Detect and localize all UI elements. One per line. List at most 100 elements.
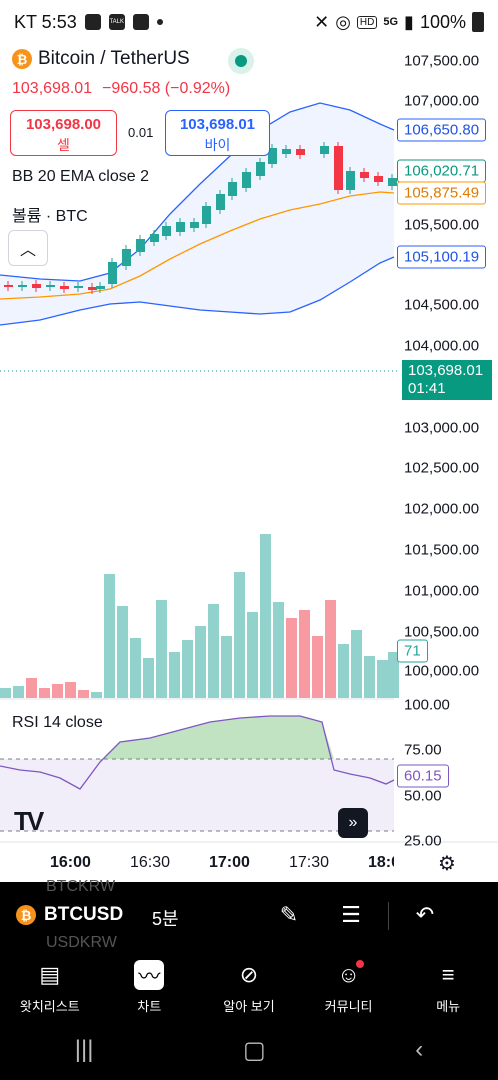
candle-body [162, 226, 171, 236]
candle-body [334, 146, 343, 190]
bottom-nav: ▤ 왓치리스트 〰 차트 ⊘ 알아 보기 ☺ 커뮤니티 ≡ 메뉴 [0, 950, 498, 1020]
chart-canvas[interactable] [0, 44, 498, 882]
candle-body [360, 172, 369, 178]
candle-body [60, 286, 69, 289]
candle-body [202, 206, 211, 224]
network-icon: 5G [383, 16, 399, 28]
indicator-settings-icon[interactable]: ☰ [341, 902, 361, 927]
price-change: −960.58 (−0.92%) [102, 80, 231, 97]
recent-apps-icon[interactable]: ||| [74, 1036, 94, 1063]
chart-area[interactable]: ₿ Bitcoin / TetherUS 103,698.01 −960.58 … [0, 44, 498, 882]
sell-button[interactable]: 103,698.00 셀 [10, 110, 117, 156]
talk-icon: TALK [108, 14, 125, 30]
volume-bar [286, 618, 297, 698]
price-tick: 101,500.00 [404, 541, 480, 559]
volume-bar [195, 626, 206, 698]
volume-bar [104, 574, 115, 698]
undo-icon[interactable]: ↶ [415, 902, 435, 927]
nav-community[interactable]: ☺ 커뮤니티 [299, 950, 399, 1020]
rsi-indicator-label[interactable]: RSI 14 close [12, 714, 103, 731]
chart-settings-gear-icon[interactable]: ⚙ [438, 852, 456, 875]
community-icon: ☺ [334, 960, 364, 990]
time-tick: 17:30 [289, 854, 330, 871]
bb-indicator-label[interactable]: BB 20 EMA close 2 [12, 168, 149, 185]
volume-bar [247, 612, 258, 698]
volume-bar [182, 640, 193, 698]
symbol-selector[interactable]: ₿ BTCUSD [16, 904, 123, 926]
volume-bar [351, 630, 362, 698]
current-price: 103,698.01 [408, 362, 484, 379]
drawing-pen-icon[interactable]: ✎ [279, 902, 299, 927]
candle-body [32, 284, 41, 288]
candle-body [374, 176, 383, 182]
hotspot-icon: ◎ [335, 11, 351, 32]
bb-band-fill [0, 103, 394, 325]
candle-body [228, 182, 237, 196]
last-close-tag: 106,020.71 [397, 159, 487, 183]
battery-icon [472, 12, 484, 32]
sell-label: 셀 [57, 137, 70, 153]
buy-button[interactable]: 103,698.01 바이 [165, 110, 270, 156]
price-tick: 107,000.00 [404, 92, 480, 110]
volume-bar [273, 602, 284, 698]
nav-watchlist[interactable]: ▤ 왓치리스트 [0, 950, 100, 1020]
candle-body [74, 286, 83, 288]
collapse-indicators-button[interactable]: ︿ [8, 230, 48, 266]
back-icon[interactable]: ‹ [415, 1036, 424, 1063]
candle-body [256, 162, 265, 176]
volume-bar [52, 684, 63, 698]
signal-icon: ▮ [404, 11, 414, 32]
price-tick: 100,000.00 [404, 662, 480, 680]
toolbar-divider [388, 902, 389, 930]
status-bar: KT 5:53 TALK ✕ ◎ HD 5G ▮ 100% [0, 0, 498, 44]
volume-bar [338, 644, 349, 698]
volume-bar [388, 652, 399, 698]
menu-icon: ≡ [441, 962, 455, 987]
rsi-line [0, 715, 395, 790]
time-tick: 16:00 [50, 854, 91, 871]
battery-text: 100% [419, 11, 466, 32]
symbol-header[interactable]: ₿ Bitcoin / TetherUS [12, 48, 190, 70]
time-tick: 16:30 [130, 854, 171, 871]
explore-icon: ⊘ [239, 962, 259, 987]
candle-body [346, 171, 355, 190]
candle-body [108, 262, 117, 284]
nav-label: 알아 보기 [223, 999, 275, 1014]
volume-indicator-label[interactable]: 볼륨 · BTC [12, 208, 88, 225]
nav-label: 왓치리스트 [19, 999, 80, 1014]
volume-bar [208, 604, 219, 698]
nav-menu[interactable]: ≡ 메뉴 [398, 950, 498, 1020]
chart-icon: 〰 [134, 960, 165, 990]
rsi-tick: 75.00 [404, 741, 442, 759]
bitcoin-icon: ₿ [12, 49, 32, 69]
scroll-to-realtime-button[interactable]: » [338, 808, 368, 838]
nav-explore[interactable]: ⊘ 알아 보기 [199, 950, 299, 1020]
tradingview-logo: TV [14, 806, 44, 836]
volume-bar [143, 658, 154, 698]
price-tick: 102,500.00 [404, 459, 480, 477]
candle-body [122, 249, 131, 266]
volume-bar [260, 534, 271, 698]
bitcoin-icon: ₿ [16, 905, 36, 925]
chevron-up-icon: ︿ [19, 242, 36, 259]
symbol-title: Bitcoin / TetherUS [38, 48, 190, 69]
hd-icon: HD [356, 15, 378, 29]
home-icon[interactable]: ▢ [243, 1036, 266, 1064]
candle-body [190, 222, 199, 228]
price-tick: 107,500.00 [404, 52, 480, 70]
volume-bar [91, 692, 102, 698]
sell-price: 103,698.00 [25, 116, 102, 133]
nav-label: 메뉴 [436, 999, 461, 1014]
nav-chart[interactable]: 〰 차트 [100, 950, 200, 1020]
ghost-symbol-above: BTCKRW [46, 878, 116, 895]
interval-selector[interactable]: 5분 [152, 909, 179, 929]
market-open-icon [228, 48, 254, 74]
volume-bar [377, 660, 388, 698]
system-nav-bar: ||| ▢ ‹ [0, 1020, 498, 1080]
bb-upper-line [0, 102, 395, 282]
candle-body [96, 286, 105, 289]
spread: 0.01 [128, 125, 154, 140]
price-tick: 101,000.00 [404, 582, 480, 600]
price-tick: 100,500.00 [404, 623, 480, 641]
price-tick: 102,000.00 [404, 500, 480, 518]
